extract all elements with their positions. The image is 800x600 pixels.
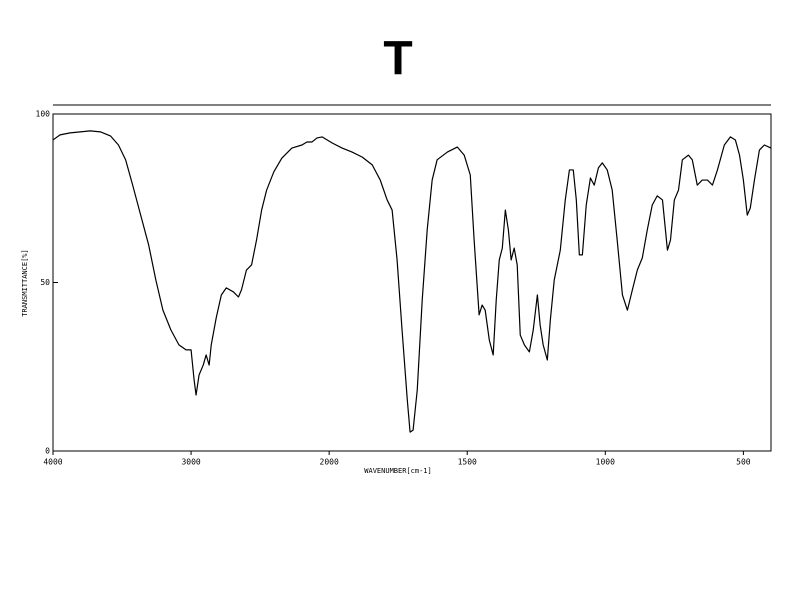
x-tick-label: 500 [736, 458, 751, 467]
y-tick-label: 50 [40, 278, 50, 287]
x-tick-label: 3000 [181, 458, 200, 467]
x-axis-title: WAVENUMBER[cm-1] [364, 467, 431, 475]
y-tick-label: 0 [45, 447, 50, 456]
x-tick-label: 1000 [596, 458, 615, 467]
plot-frame [52, 113, 772, 452]
x-tick-label: 1500 [458, 458, 477, 467]
y-tick-label: 100 [36, 110, 51, 119]
chart-title: T [383, 33, 412, 86]
x-tick-label: 4000 [43, 458, 62, 467]
y-axis-title: TRANSMITTANCE[%] [21, 249, 29, 316]
spectrum-line [52, 130, 772, 433]
x-tick-label: 2000 [320, 458, 339, 467]
